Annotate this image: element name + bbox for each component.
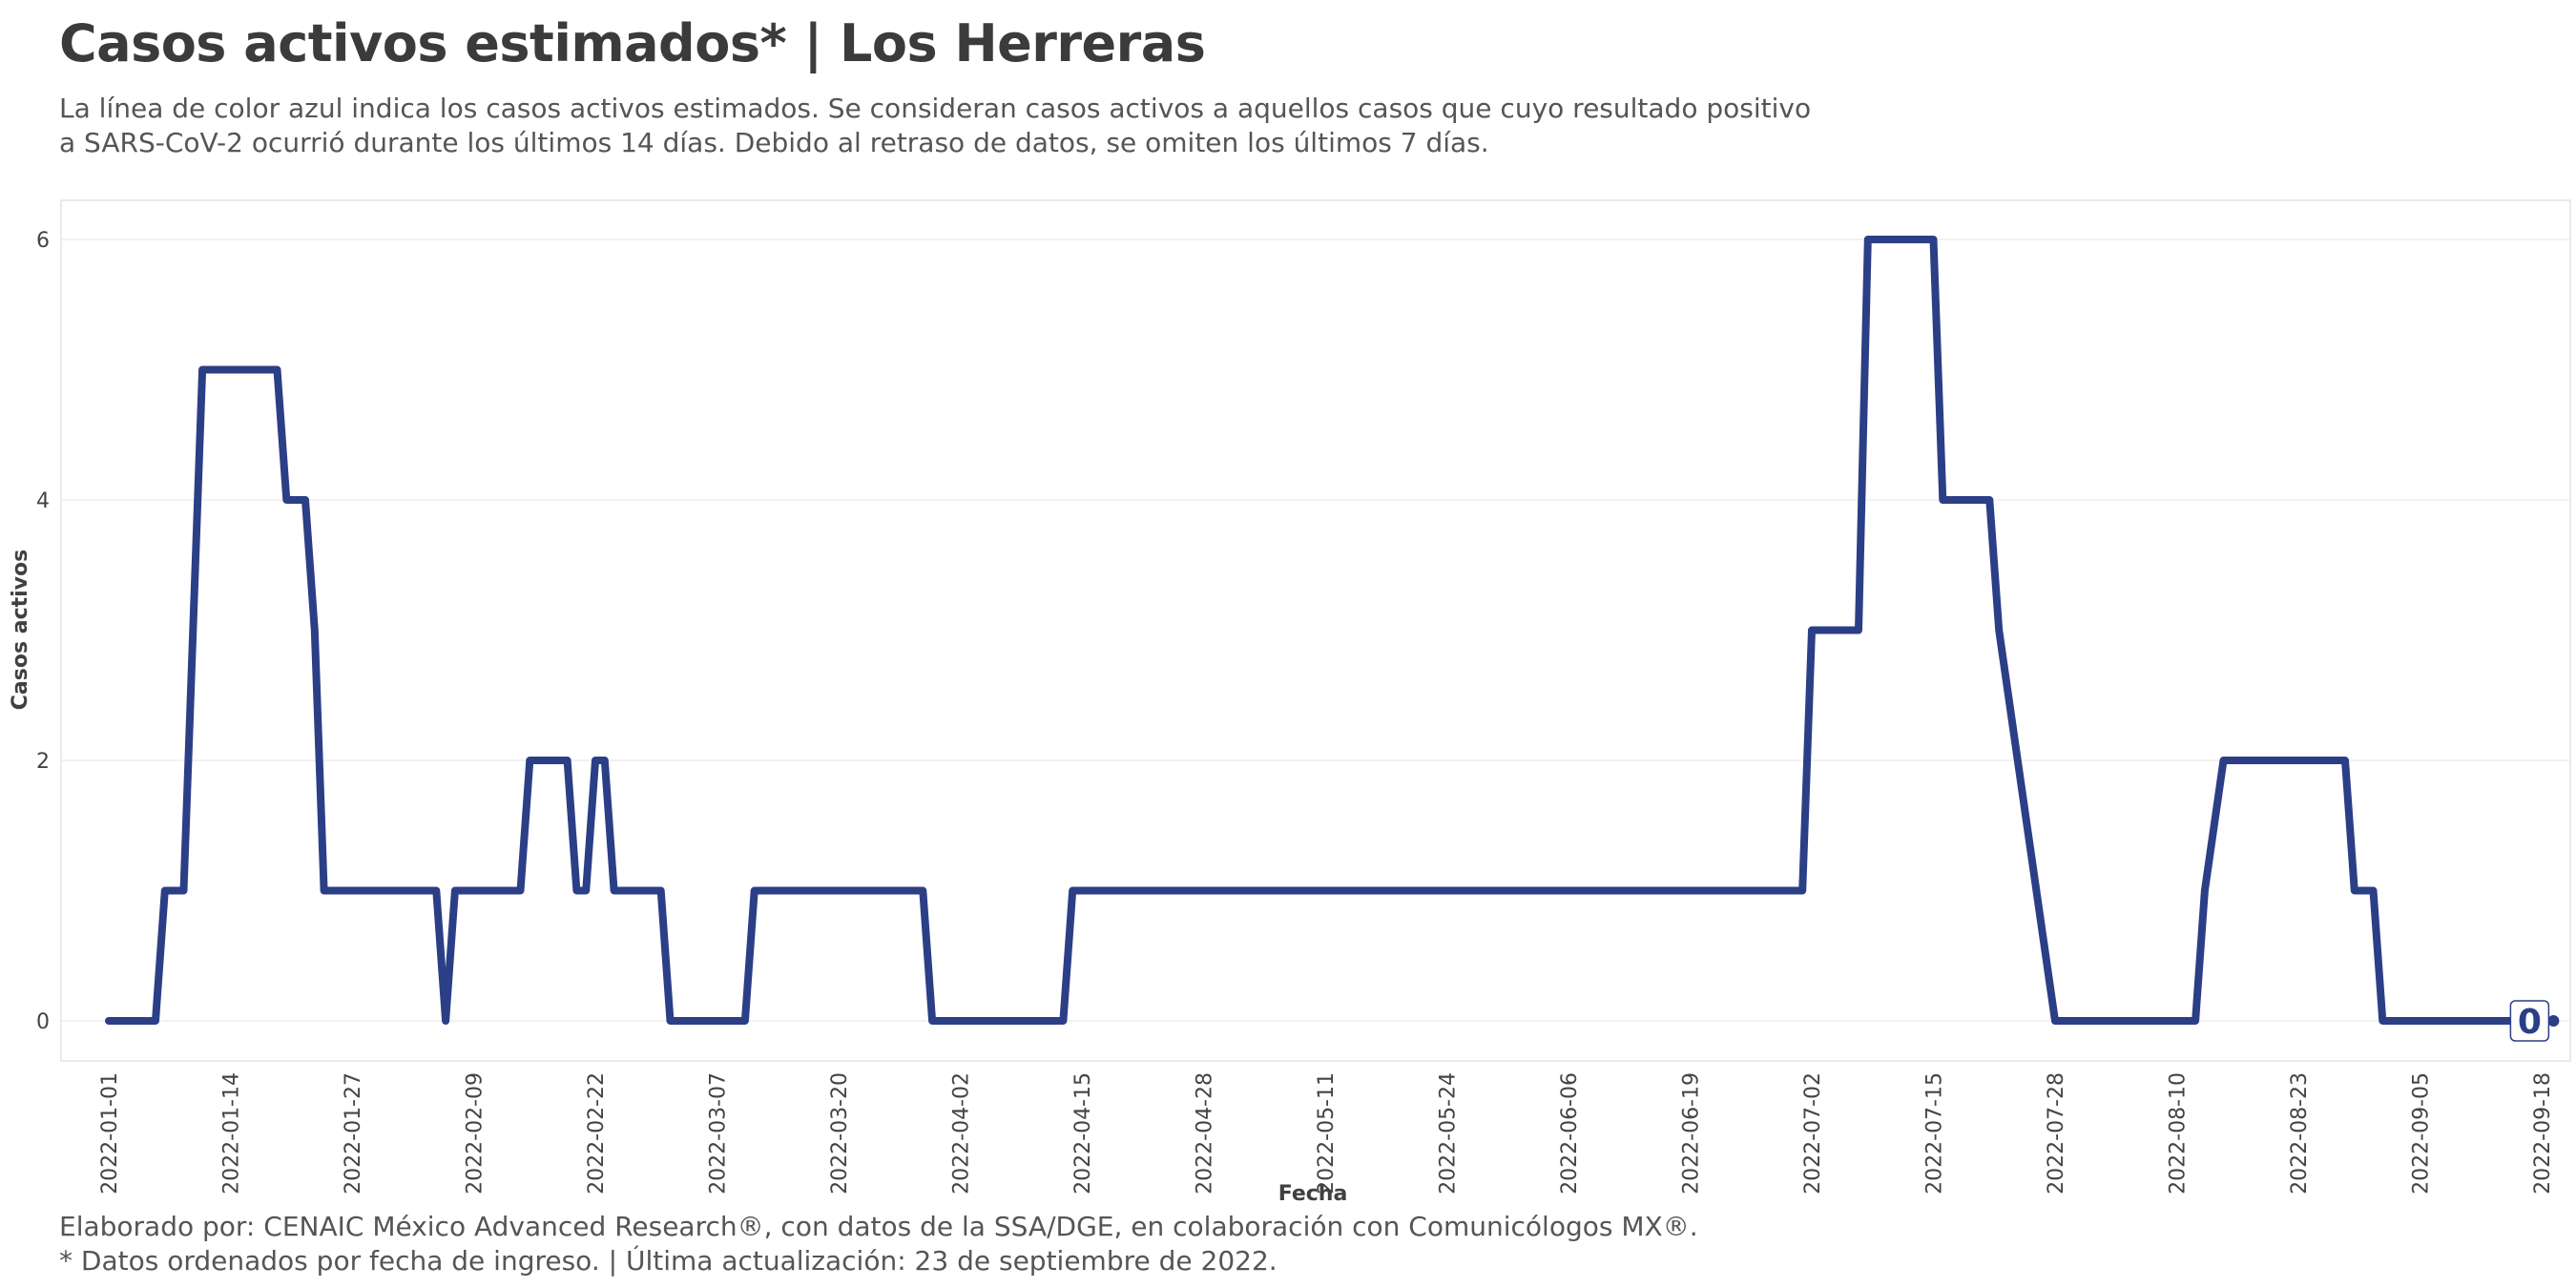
x-tick-label: 2022-06-06 [1558, 1072, 1582, 1195]
last-value-marker: 0 [2509, 1000, 2560, 1042]
chart-title: Casos activos estimados* | Los Herreras [59, 13, 1206, 73]
y-tick-label: 6 [36, 229, 50, 253]
subtitle-line-2: a SARS-CoV-2 ocurrió durante los últimos… [59, 127, 1489, 158]
x-tick-label: 2022-01-27 [342, 1072, 365, 1195]
x-tick-label: 2022-07-15 [1923, 1072, 1947, 1195]
caption-line-1: Elaborado por: CENAIC México Advanced Re… [59, 1211, 1698, 1242]
y-tick-label: 0 [36, 1010, 50, 1034]
x-tick-label: 2022-02-22 [585, 1072, 609, 1195]
x-tick-label: 2022-07-02 [1801, 1072, 1825, 1195]
y-tick-label: 2 [36, 750, 50, 774]
x-tick-labels: 2022-01-01 2022-01-14 2022-01-27 2022-02-09… [98, 1072, 2555, 1195]
x-tick-label: 2022-01-14 [220, 1072, 244, 1195]
x-tick-label: 2022-01-01 [98, 1072, 122, 1195]
x-tick-label: 2022-06-19 [1680, 1072, 1704, 1195]
x-tick-label: 2022-07-28 [2045, 1072, 2068, 1195]
subtitle-line-1: La línea de color azul indica los casos … [59, 93, 1812, 124]
y-axis-label: Casos activos [9, 550, 32, 710]
last-value-dot [2547, 1015, 2560, 1027]
x-tick-label: 2022-05-11 [1315, 1072, 1339, 1195]
y-tick-label: 4 [36, 489, 50, 513]
x-tick-label: 2022-04-15 [1071, 1072, 1095, 1195]
x-tick-label: 2022-08-23 [2288, 1072, 2312, 1195]
last-value-label-box [2509, 1000, 2550, 1042]
x-tick-label: 2022-03-07 [707, 1072, 731, 1195]
x-tick-label: 2022-04-02 [950, 1072, 974, 1195]
chart-subtitle: La línea de color azul indica los casos … [59, 92, 1872, 160]
caption-line-2: * Datos ordenados por fecha de ingreso. … [59, 1245, 1278, 1277]
x-tick-label: 2022-03-20 [828, 1072, 852, 1195]
y-tick-labels: 0 2 4 6 [36, 229, 50, 1034]
x-tick-label: 2022-09-18 [2531, 1072, 2555, 1195]
chart-caption: Elaborado por: CENAIC México Advanced Re… [59, 1210, 1698, 1278]
series-line-active-cases [105, 236, 2527, 1025]
x-tick-label: 2022-08-10 [2167, 1072, 2191, 1195]
x-tick-label: 2022-05-24 [1437, 1072, 1461, 1195]
x-tick-label: 2022-09-05 [2410, 1072, 2434, 1195]
last-value-label: 0 [2518, 1003, 2542, 1042]
x-axis-label: Fecha [1278, 1182, 1348, 1206]
plot-panel [60, 199, 2571, 1062]
x-tick-label: 2022-02-09 [464, 1072, 488, 1195]
x-tick-label: 2022-04-28 [1194, 1072, 1217, 1195]
